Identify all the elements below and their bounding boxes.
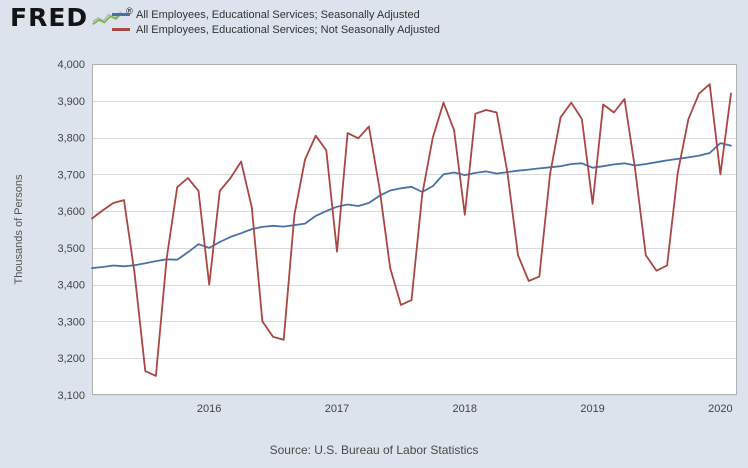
y-axis-title: Thousands of Persons [13, 174, 25, 285]
legend-swatch-nsa-icon [112, 28, 130, 31]
fred-logo[interactable]: FRED ® [10, 5, 133, 30]
y-tick-label: 3,200 [57, 353, 85, 365]
legend-swatch-sa-icon [112, 13, 130, 16]
x-tick-label: 2017 [325, 403, 349, 415]
y-tick-label: 3,500 [57, 243, 85, 255]
legend-item-seasonally-adjusted: All Employees, Educational Services; Sea… [112, 7, 440, 22]
registered-trademark: ® [126, 6, 133, 16]
legend-item-not-seasonally-adjusted: All Employees, Educational Services; Not… [112, 22, 440, 37]
x-tick-label: 2019 [580, 403, 604, 415]
fred-logo-text: FRED [10, 3, 89, 32]
legend-label-sa: All Employees, Educational Services; Sea… [136, 8, 420, 21]
source-note: Source: U.S. Bureau of Labor Statistics [269, 443, 479, 457]
y-tick-label: 3,700 [57, 169, 85, 181]
legend-label-nsa: All Employees, Educational Services; Not… [136, 23, 440, 36]
y-tick-label: 3,900 [57, 96, 85, 108]
plot-area [92, 64, 737, 395]
y-tick-label: 3,400 [57, 280, 85, 292]
y-tick-label: 3,800 [57, 133, 85, 145]
series-line-2 [91, 83, 732, 377]
x-tick-label: 2018 [453, 403, 477, 415]
y-tick-label: 4,000 [57, 59, 85, 71]
x-tick-label: 2020 [708, 403, 732, 415]
y-tick-label: 3,100 [57, 390, 85, 402]
fred-logo-sparkline-icon [92, 11, 123, 25]
chart-legend: All Employees, Educational Services; Sea… [112, 7, 440, 37]
plot-border [92, 64, 737, 395]
y-tick-label: 3,300 [57, 316, 85, 328]
y-tick-label: 3,600 [57, 206, 85, 218]
x-tick-label: 2016 [197, 403, 221, 415]
line-chart: 3,100 3,200 3,300 3,400 3,500 3,600 3,700 3,800… [13, 59, 737, 415]
series-line-1 [91, 142, 732, 270]
